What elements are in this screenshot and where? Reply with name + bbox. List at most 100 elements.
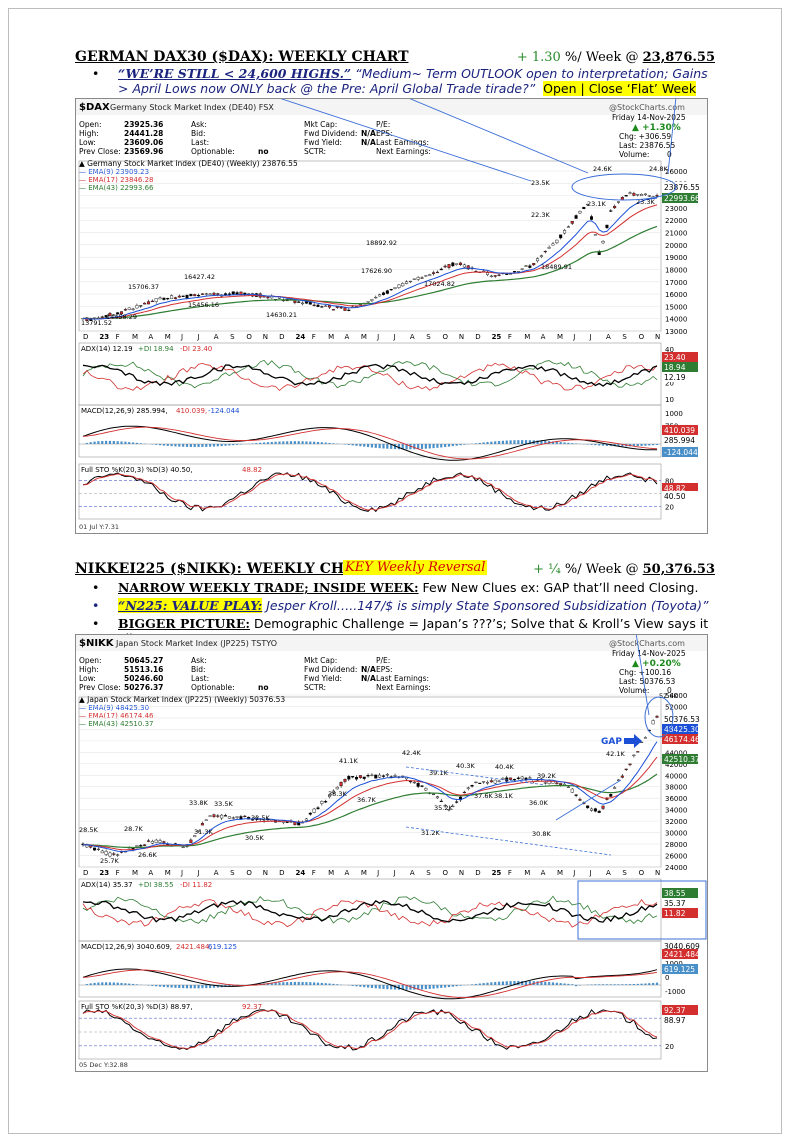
macd-histogram-bar	[555, 441, 558, 444]
macd-histogram-bar	[482, 442, 485, 444]
price-tick-label: 32000	[665, 818, 687, 826]
info-label: P/E:	[376, 656, 390, 665]
price-annotation: 40.4K	[495, 763, 514, 771]
macd-histogram-bar	[278, 982, 281, 985]
month-label: 25	[492, 333, 502, 341]
candle-body	[528, 265, 532, 268]
macd-histogram-bar	[655, 982, 659, 985]
macd-histogram-bar	[382, 444, 385, 449]
macd-histogram-bar	[332, 983, 335, 985]
price-annotation: 42.4K	[402, 749, 421, 757]
candle-body	[443, 265, 447, 268]
price-annotation: 28.5K	[79, 826, 98, 834]
macd-histogram-bar	[131, 442, 135, 444]
month-label: D	[279, 869, 284, 877]
macd-histogram-bar	[609, 984, 612, 985]
month-label: A	[606, 333, 611, 341]
month-label: M	[328, 869, 334, 877]
header-bar	[76, 99, 707, 115]
info-label: Fwd Yield:	[304, 674, 342, 683]
adx-mdi: -DI 11.82	[180, 881, 212, 889]
price-tick-label: 28000	[665, 841, 687, 849]
adx-tag-bg	[662, 352, 698, 362]
price-tick-label: 44000	[665, 749, 687, 757]
legend-title: ▲ Japan Stock Market Index (JP225) (Week…	[79, 695, 285, 704]
macd-histogram-bar	[474, 983, 478, 985]
candle-body	[197, 294, 201, 297]
macd-histogram-bar	[301, 981, 304, 985]
macd-histogram-bar	[251, 443, 254, 444]
price-annotation: 52.6K	[659, 692, 678, 700]
candle-body	[339, 307, 343, 309]
candle-body	[432, 272, 436, 274]
macd-histogram-bar	[455, 985, 458, 987]
candle-body	[428, 274, 432, 277]
info-label: Last Earnings:	[376, 674, 429, 683]
macd-histogram-bar	[386, 444, 389, 449]
macd-histogram-bar	[559, 442, 562, 444]
macd-histogram-bar	[147, 985, 150, 986]
candle-body	[231, 291, 235, 295]
macd-label: MACD(12,26,9) 285.994,	[81, 407, 168, 415]
adx-tick-label: 20	[665, 379, 674, 387]
legend-ema17: — EMA(17) 23846.28	[79, 176, 153, 184]
nikkei-top-ellipse	[644, 696, 674, 738]
price-annotation: 36.0K	[529, 799, 548, 807]
candle-body	[116, 312, 120, 315]
candle-body	[150, 841, 154, 844]
price-tag-bg	[662, 193, 698, 203]
month-label: M	[165, 333, 171, 341]
nikkei-title-row: NIKKEI225 ($NIKK): WEEKLY CHART KEY Week…	[75, 560, 715, 579]
month-label: N	[263, 333, 268, 341]
candle-body	[220, 814, 224, 819]
macd-histogram-bar	[413, 985, 416, 990]
macd-histogram-bar	[478, 442, 481, 444]
nikkei-chart-svg: $NIKK Japan Stock Market Index (JP225) TS…	[76, 635, 707, 1069]
candle-body	[455, 263, 459, 265]
chart-date: Friday 14-Nov-2025	[612, 113, 686, 122]
macd-histogram-bar	[174, 444, 177, 447]
info-value: N/A	[361, 138, 376, 147]
sto-tick-label: 20	[665, 1043, 674, 1051]
macd-signal-line	[82, 426, 658, 460]
info-label: Low:	[79, 674, 96, 683]
month-label: O	[246, 869, 252, 877]
info-label: Prev Close:	[79, 683, 121, 692]
macd-histogram-bar	[536, 440, 539, 444]
candle-body	[204, 293, 208, 295]
info-label: Ask:	[191, 656, 207, 665]
header-bar	[76, 635, 707, 651]
candle-body	[351, 776, 355, 778]
month-label: S	[230, 869, 235, 877]
macd-histogram-label: -124.044	[208, 407, 240, 415]
candle-body	[420, 277, 424, 279]
macd-histogram-bar	[594, 984, 597, 985]
price-tag-bg	[662, 714, 698, 724]
macd-histogram-bar	[289, 441, 293, 444]
candle-body	[459, 262, 463, 265]
nikkei-arrow-1	[635, 635, 650, 716]
macd-histogram-bar	[166, 985, 169, 988]
macd-histogram-bar	[594, 444, 597, 446]
sto-tag: 48.82	[664, 484, 686, 493]
candle-body	[227, 293, 231, 295]
candle-body	[112, 853, 116, 855]
candle-body	[620, 775, 624, 778]
price-tick-label: 21000	[665, 230, 687, 238]
candle-body	[285, 821, 289, 823]
candle-body	[597, 810, 601, 813]
macd-histogram-bar	[158, 444, 162, 446]
macd-histogram-bar	[567, 442, 570, 444]
candle-body	[146, 301, 150, 305]
macd-histogram-bar	[212, 444, 216, 447]
candle-body	[120, 311, 124, 315]
price-annotation: 22.3K	[531, 211, 550, 219]
macd-histogram-bar	[182, 444, 185, 447]
macd-histogram-bar	[544, 440, 547, 444]
sto-panel	[78, 1000, 662, 1060]
info-label: Mkt Cap:	[304, 656, 337, 665]
macd-histogram-bar	[336, 984, 339, 985]
candle-body	[89, 319, 93, 321]
month-label: M	[132, 333, 138, 341]
macd-histogram-bar	[366, 985, 370, 988]
